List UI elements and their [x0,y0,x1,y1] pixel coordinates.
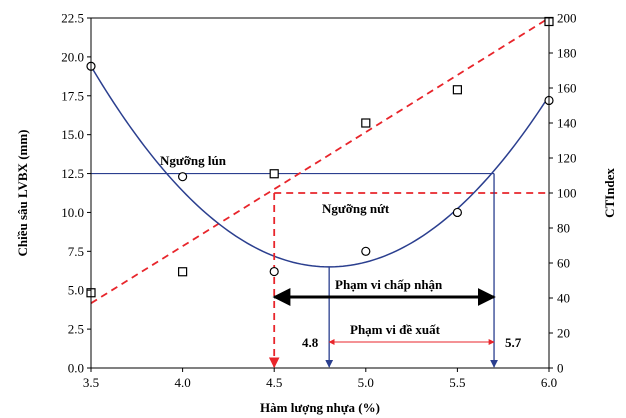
y-right-tick-label: 140 [557,116,577,131]
rut-threshold-label: Ngưỡng lún [160,153,227,168]
y-right-tick-label: 200 [557,11,577,26]
y-left-tick-label: 15.0 [61,127,84,142]
ct-trend-line [90,17,550,305]
x-tick-label: 4.0 [174,375,190,390]
y-left-tick-label: 7.5 [68,244,84,259]
marker-label-4-8: 4.8 [302,335,319,350]
x-tick-label: 3.5 [83,375,99,390]
y-right-tick-label: 100 [557,186,577,201]
y-left-tick-label: 22.5 [61,11,84,26]
y-right-tick-label: 120 [557,151,577,166]
rutting-fit-curve [90,65,550,268]
y-left-tick-label: 5.0 [68,283,84,298]
y-right-axis-title: CTIndex [602,168,617,218]
y-right-tick-label: 40 [557,291,570,306]
y-left-tick-label: 17.5 [61,88,84,103]
y-right-tick-label: 60 [557,256,570,271]
y-left-tick-label: 0.0 [68,361,84,376]
rut-depth-point [178,172,188,182]
y-left-tick-label: 20.0 [61,49,84,64]
x-tick-label: 4.5 [266,375,282,390]
x-axis-title: Hàm lượng nhựa (%) [260,400,380,415]
acceptable-range-label: Phạm vi chấp nhận [335,277,443,292]
y-left-axis-title: Chiều sâu LVBX (mm) [15,129,30,256]
crack-threshold-label: Ngưỡng nứt [322,201,390,216]
x-tick-label: 6.0 [541,375,557,390]
ctindex-point [269,169,279,179]
proposed-range-label: Phạm vi đề xuất [350,322,441,337]
ctindex-point [178,267,188,277]
x-tick-label: 5.5 [449,375,465,390]
x-tick-label: 5.0 [358,375,374,390]
ctindex-point [452,85,462,95]
rut-depth-point [269,266,279,277]
rut-depth-point [452,207,462,218]
y-left-tick-label: 10.0 [61,205,84,220]
rut-depth-point [361,246,371,256]
y-right-tick-label: 160 [557,81,577,96]
y-right-tick-label: 20 [557,326,570,341]
y-right-tick-label: 0 [557,361,564,376]
ctindex-point [361,118,371,128]
marker-label-5-7: 5.7 [505,335,522,350]
y-left-tick-label: 2.5 [68,322,84,337]
y-right-tick-label: 180 [557,46,577,61]
y-left-tick-label: 12.5 [61,166,84,181]
y-right-tick-label: 80 [557,221,570,236]
